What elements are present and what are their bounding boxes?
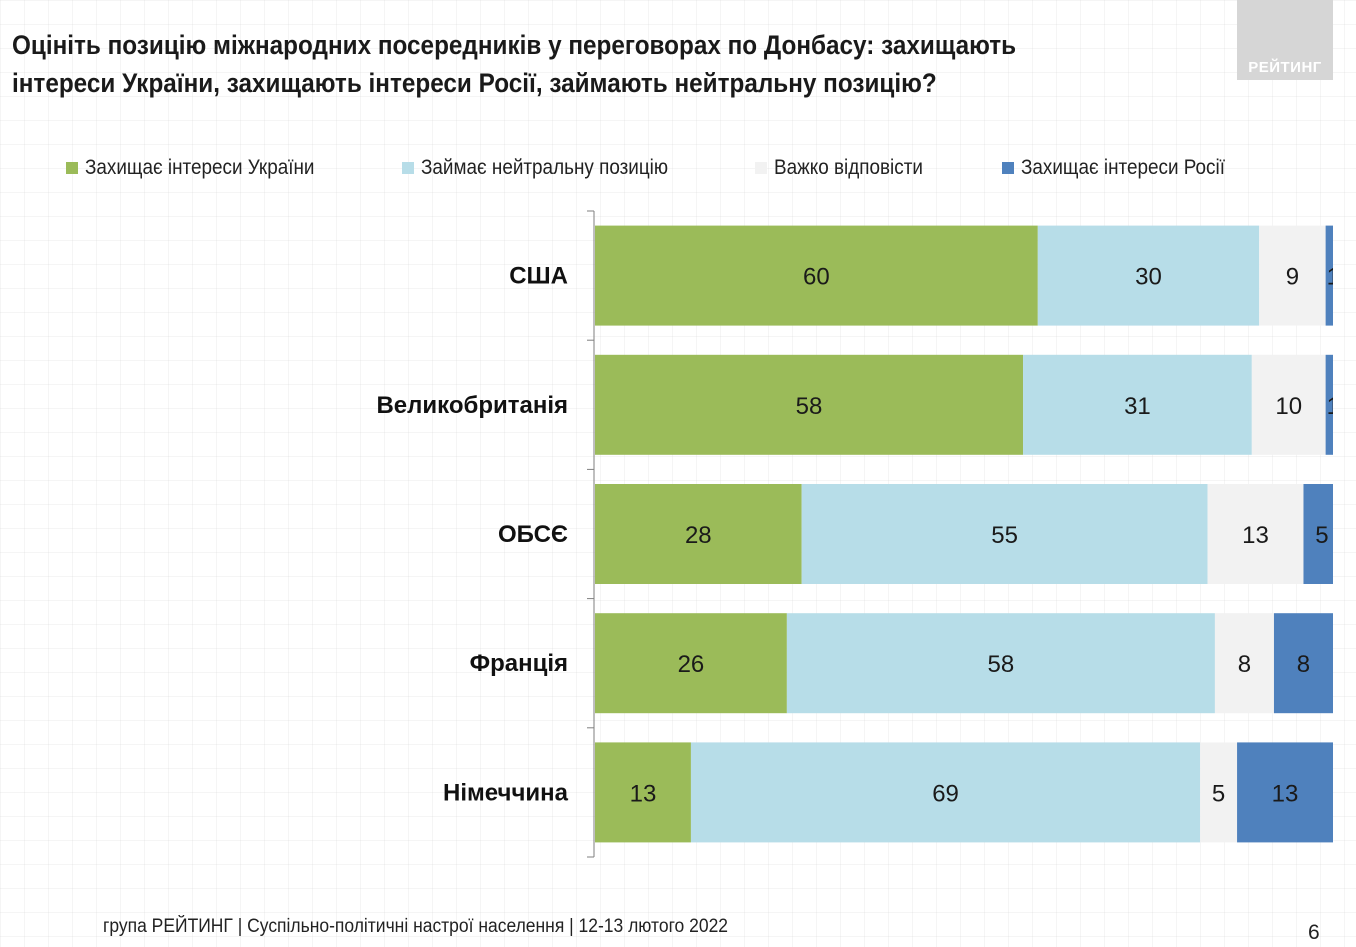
data-label-hard-to-say: 8 [1238, 651, 1251, 678]
title-line-2: інтереси України, захищають інтереси Рос… [12, 68, 937, 98]
bars: 60 30 9 1 58 31 10 1 28 55 13 5 26 58 8 8 13 69 5 13 [595, 225, 1340, 843]
legend-item-ukraine: Захищає інтереси України [66, 156, 340, 180]
legend-item-neutral: Займає нейтральну позицію [402, 156, 696, 180]
category-label: Франція [470, 650, 568, 677]
legend-item-russia: Захищає інтереси Росії [1002, 156, 1248, 180]
legend-swatch-ukraine [66, 162, 78, 174]
data-label-neutral: 55 [991, 522, 1018, 549]
y-axis [587, 210, 595, 858]
data-label-hard-to-say: 9 [1286, 264, 1299, 291]
category-label: Великобританія [376, 392, 568, 419]
bar-segment-neutral [1023, 354, 1252, 455]
category-label: ОБСЄ [498, 521, 568, 548]
page-number: 6 [1308, 921, 1320, 944]
data-label-hard-to-say: 5 [1212, 780, 1225, 807]
bar-segment-hard-to-say [1207, 484, 1304, 584]
bar-segment-russia [1325, 354, 1333, 455]
legend-swatch-hard-to-say [755, 162, 767, 174]
title-line-1: Оцініть позицію міжнародних посередників… [12, 30, 1017, 60]
bar-segment-ukraine [595, 613, 787, 714]
data-label-russia: 1 [1327, 264, 1340, 291]
legend-label-ukraine: Захищає інтереси України [85, 156, 315, 179]
data-label-hard-to-say: 13 [1242, 522, 1269, 549]
data-label-russia: 5 [1315, 522, 1328, 549]
bar-segment-neutral [801, 484, 1208, 584]
bar-segment-russia [1325, 225, 1333, 326]
bar-segment-hard-to-say [1200, 742, 1238, 843]
legend-label-russia: Захищає інтереси Росії [1021, 156, 1225, 179]
data-label-neutral: 30 [1135, 264, 1162, 291]
data-label-ukraine: 58 [796, 393, 823, 420]
data-label-neutral: 31 [1124, 393, 1151, 420]
rating-logo: РЕЙТИНГ [1237, 0, 1333, 80]
category-label: США [509, 263, 568, 290]
bar-segment-ukraine [595, 225, 1038, 326]
legend-label-hard-to-say: Важко відповісти [774, 156, 923, 179]
bar-segment-neutral [690, 742, 1201, 843]
data-label-ukraine: 26 [678, 651, 705, 678]
footer-source: група РЕЙТИНГ | Суспільно-політичні наст… [103, 916, 729, 937]
data-label-neutral: 58 [988, 651, 1015, 678]
bar-segment-ukraine [595, 742, 691, 843]
data-label-russia: 13 [1272, 780, 1299, 807]
logo-text: РЕЙТИНГ [1248, 59, 1322, 76]
data-label-russia: 8 [1297, 651, 1310, 678]
data-label-hard-to-say: 10 [1275, 393, 1302, 420]
data-label-ukraine: 60 [803, 264, 830, 291]
category-label: Німеччина [443, 779, 569, 806]
bar-segment-ukraine [595, 484, 802, 584]
legend-swatch-neutral [402, 162, 414, 174]
bar-segment-hard-to-say [1259, 225, 1326, 326]
bar-segment-russia [1273, 613, 1333, 714]
legend-label-neutral: Займає нейтральну позицію [421, 156, 669, 179]
bar-segment-hard-to-say [1251, 354, 1326, 455]
category-labels: США Великобританія ОБСЄ Франція Німеччина [376, 263, 568, 807]
bar-segment-russia [1237, 742, 1333, 843]
bar-segment-neutral [786, 613, 1215, 714]
legend-item-hard-to-say: Важко відповісти [755, 156, 939, 180]
bar-segment-neutral [1037, 225, 1260, 326]
data-label-ukraine: 13 [630, 780, 657, 807]
bar-segment-russia [1303, 484, 1333, 584]
data-label-neutral: 69 [932, 780, 959, 807]
bar-segment-ukraine [595, 354, 1024, 455]
bar-segment-hard-to-say [1214, 613, 1274, 714]
data-label-ukraine: 28 [685, 522, 712, 549]
data-label-russia: 1 [1327, 393, 1340, 420]
chart-title: Оцініть позицію міжнародних посередників… [12, 26, 1074, 102]
legend-swatch-russia [1002, 162, 1014, 174]
